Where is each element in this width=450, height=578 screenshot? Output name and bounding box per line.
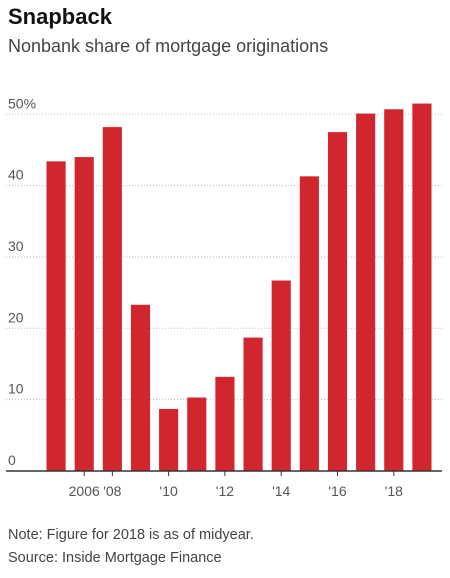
bar (327, 132, 348, 471)
bar (159, 408, 179, 471)
note: Note: Figure for 2018 is as of midyear. (8, 527, 254, 543)
bar (412, 103, 432, 471)
y-tick-label: 0 (8, 452, 16, 468)
x-tick-label: '10 (160, 483, 178, 499)
bar (384, 109, 404, 472)
x-tick-label: 2006 (69, 483, 100, 499)
bar (243, 337, 263, 471)
bar (46, 161, 66, 471)
bar (299, 176, 319, 471)
x-tick-label: '08 (103, 483, 121, 499)
bar (271, 280, 291, 471)
source: Source: Inside Mortgage Finance (8, 550, 222, 566)
x-tick-label: '16 (328, 483, 346, 499)
bar (215, 376, 235, 471)
x-tick-label: '14 (272, 483, 290, 499)
y-tick-label: 40 (8, 167, 24, 183)
bar (102, 127, 122, 471)
y-tick-label: 10 (8, 381, 24, 397)
x-tick-label: '12 (216, 483, 234, 499)
chart-title: Snapback (8, 4, 113, 29)
bar (356, 113, 376, 471)
chart-subtitle: Nonbank share of mortgage originations (8, 36, 328, 56)
y-tick-label: 30 (8, 238, 24, 254)
x-tick-label: '18 (385, 483, 403, 499)
y-tick-label: 50% (8, 95, 36, 111)
y-tick-label: 20 (8, 309, 24, 325)
bar (74, 157, 94, 472)
bar (130, 304, 151, 471)
bar (187, 397, 207, 471)
